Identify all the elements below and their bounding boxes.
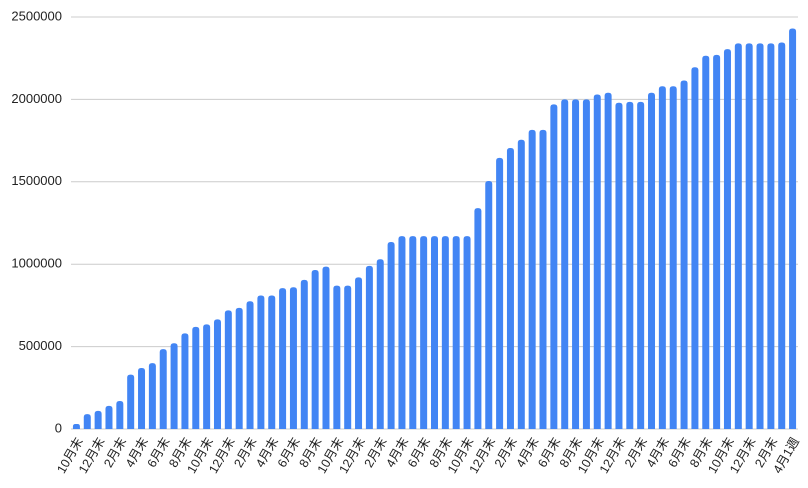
bar [409,236,417,429]
bar [528,129,536,429]
bar [517,139,525,429]
bar [778,42,786,429]
bar [72,424,80,429]
bar [181,333,189,429]
bar [789,28,797,429]
bar [669,86,677,429]
y-tick-label: 0 [55,420,62,435]
bar [691,67,699,429]
bar [94,410,102,429]
y-tick-label: 2000000 [11,91,62,106]
bar [333,285,341,429]
y-tick-label: 500000 [19,338,62,353]
bar [723,49,731,430]
bar [355,277,363,429]
bar [496,157,504,430]
bar [322,266,330,429]
bar [235,307,243,429]
bar [203,324,211,429]
bar [311,269,319,429]
bar [637,101,645,429]
bar [127,374,135,429]
bar [376,259,384,429]
bar [289,287,297,429]
bar [658,86,666,429]
bar [626,101,634,429]
bar [365,265,373,429]
bar [680,80,688,429]
bar [105,405,113,429]
bar [192,326,200,429]
bar [452,236,460,429]
bar [463,236,471,429]
y-tick-label: 1000000 [11,256,62,271]
bar [572,99,580,430]
bar [224,310,232,429]
bar [767,43,775,429]
bar [550,104,558,430]
bar [148,363,156,429]
bar [441,236,449,429]
bar [159,349,167,429]
bar [83,414,91,429]
bar [300,279,308,429]
bar [213,319,221,429]
bar [561,99,569,430]
bar [268,295,276,429]
bar [734,43,742,429]
bar [257,295,265,429]
bar [116,400,124,429]
bar [506,148,514,430]
bar [593,94,601,430]
bar [431,236,438,429]
bar [398,236,406,429]
bar [138,368,146,429]
bar [485,180,493,429]
bar [474,208,482,429]
y-tick-label: 2500000 [11,8,62,23]
bar [582,99,590,430]
bar [170,343,178,429]
bar [604,92,612,430]
y-tick-label: 1500000 [11,173,62,188]
bar [387,241,395,429]
bar [246,301,254,429]
bar [648,92,656,430]
bar [279,288,287,429]
bar [713,54,721,430]
bar [702,55,710,430]
bar [344,285,352,429]
bar [745,43,753,429]
bar [420,236,428,429]
bar [539,129,547,429]
bar [615,102,623,430]
bar [756,43,764,429]
